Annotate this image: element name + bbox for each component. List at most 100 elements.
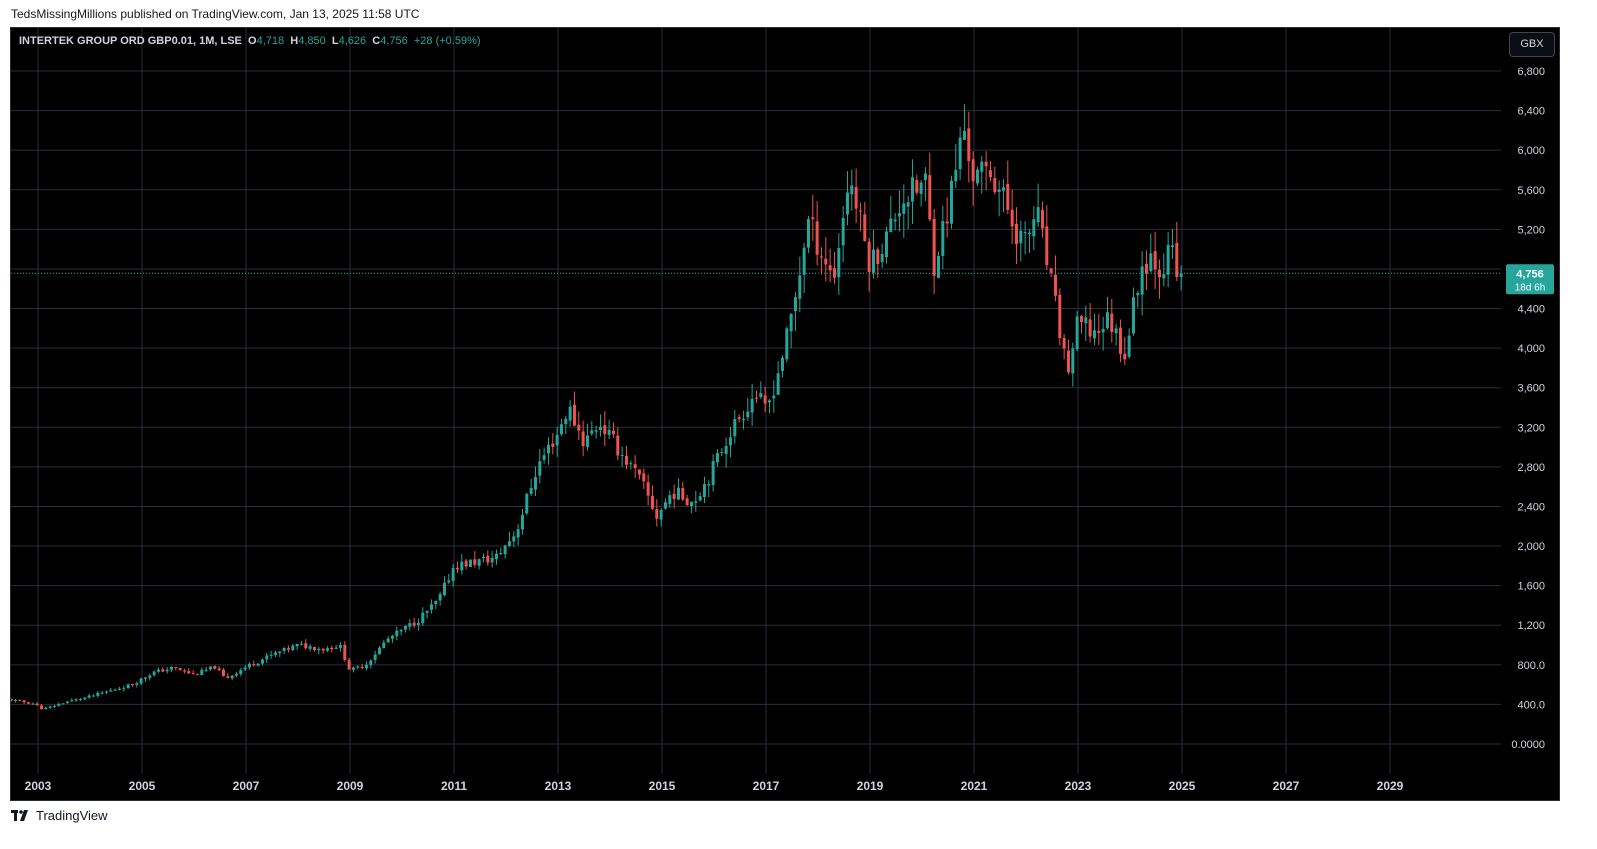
candle-up xyxy=(338,641,342,652)
candle-up xyxy=(265,653,269,664)
x-tick-label: 2017 xyxy=(753,779,780,793)
candle-down xyxy=(685,494,689,507)
candle-down xyxy=(915,174,919,196)
x-tick-label: 2021 xyxy=(961,779,988,793)
candle-up xyxy=(260,658,264,666)
candle-up xyxy=(1149,233,1153,273)
candle-up xyxy=(1001,179,1005,213)
candle-up xyxy=(468,559,472,568)
candle-down xyxy=(967,111,971,183)
candle-up xyxy=(317,647,321,655)
candle-up xyxy=(837,233,841,295)
candle-up xyxy=(377,645,381,655)
candle-up xyxy=(520,508,524,535)
candle-up xyxy=(871,229,875,279)
candle-up xyxy=(91,694,95,697)
candle-up xyxy=(74,698,78,703)
candle-up xyxy=(923,167,927,201)
candle-down xyxy=(928,152,932,222)
candle-down xyxy=(1040,201,1044,238)
footer-brand[interactable]: TradingView xyxy=(11,808,108,823)
candle-down xyxy=(581,420,585,457)
candle-up xyxy=(954,143,958,188)
x-tick-label: 2005 xyxy=(129,779,156,793)
candle-down xyxy=(174,666,178,671)
candle-up xyxy=(750,383,754,426)
candle-up xyxy=(733,410,737,444)
candle-down xyxy=(221,667,225,677)
candle-up xyxy=(538,449,542,484)
candle-up xyxy=(429,599,433,614)
candle-up xyxy=(83,697,87,701)
currency-button[interactable]: GBX xyxy=(1509,32,1555,57)
candle-up xyxy=(759,381,763,400)
candle-up xyxy=(555,426,559,457)
candle-down xyxy=(1045,205,1049,270)
candle-up xyxy=(460,553,464,575)
change-value: +28 (+0.59%) xyxy=(413,35,481,47)
candle-up xyxy=(382,639,386,649)
x-tick-label: 2009 xyxy=(337,779,364,793)
candle-up xyxy=(516,524,520,546)
candle-up xyxy=(52,704,56,708)
symbol-name[interactable]: INTERTEK GROUP ORD GBP0.01, 1M, LSE xyxy=(19,35,242,47)
y-tick-label: 5,200 xyxy=(1517,224,1545,236)
candle-down xyxy=(763,386,767,413)
candle-up xyxy=(31,702,35,705)
x-tick-label: 2011 xyxy=(441,779,467,793)
axes: 6,8006,4006,0005,6005,2004,8004,4004,000… xyxy=(11,66,1554,793)
y-tick-label: 2,400 xyxy=(1517,501,1545,513)
candle-up xyxy=(598,414,602,437)
bar-countdown: 18d 6h xyxy=(1515,282,1546,293)
candle-down xyxy=(22,699,26,704)
candle-down xyxy=(633,455,637,479)
candle-down xyxy=(330,645,334,653)
candle-down xyxy=(486,550,490,566)
candle-down xyxy=(811,195,815,241)
candle-up xyxy=(57,702,61,707)
candle-up xyxy=(533,466,537,497)
candle-up xyxy=(949,175,953,229)
candle-up xyxy=(390,634,394,643)
candle-down xyxy=(1088,303,1092,343)
candle-up xyxy=(1170,228,1174,260)
tradingview-logo-icon xyxy=(11,809,28,821)
candlestick-chart[interactable]: 6,8006,4006,0005,6005,2004,8004,4004,000… xyxy=(11,28,1559,800)
candle-up xyxy=(61,702,65,705)
y-tick-label: 400.0 xyxy=(1517,699,1545,711)
candle-up xyxy=(620,446,624,467)
candle-up xyxy=(789,313,793,349)
candle-up xyxy=(1036,183,1040,227)
chart-pane[interactable]: 6,8006,4006,0005,6005,2004,8004,4004,000… xyxy=(10,27,1560,801)
candle-down xyxy=(226,673,230,679)
candle-up xyxy=(87,693,91,699)
candle-down xyxy=(347,657,351,670)
candle-up xyxy=(1140,251,1144,316)
candle-down xyxy=(642,468,646,489)
candle-up xyxy=(1032,206,1036,251)
candle-down xyxy=(646,474,650,506)
candle-up xyxy=(529,478,533,496)
candle-up xyxy=(884,226,888,264)
candle-up xyxy=(594,425,598,439)
candle-up xyxy=(351,666,355,673)
candle-up xyxy=(442,576,446,597)
candle-up xyxy=(256,663,260,667)
y-tick-label: 4,400 xyxy=(1517,304,1545,316)
candle-up xyxy=(997,180,1001,217)
candle-down xyxy=(932,208,936,295)
candle-down xyxy=(988,161,992,182)
candle-up xyxy=(698,492,702,502)
y-tick-label: 0.0000 xyxy=(1511,739,1545,751)
candle-down xyxy=(182,668,186,674)
candle-up xyxy=(477,558,481,570)
candle-down xyxy=(637,469,641,480)
candle-down xyxy=(130,683,134,687)
candle-up xyxy=(1105,296,1109,330)
candle-down xyxy=(867,237,871,292)
candle-up xyxy=(96,690,100,698)
candle-down xyxy=(1006,160,1010,215)
candle-up xyxy=(204,666,208,673)
y-tick-label: 1,200 xyxy=(1517,620,1545,632)
candle-up xyxy=(369,659,373,669)
